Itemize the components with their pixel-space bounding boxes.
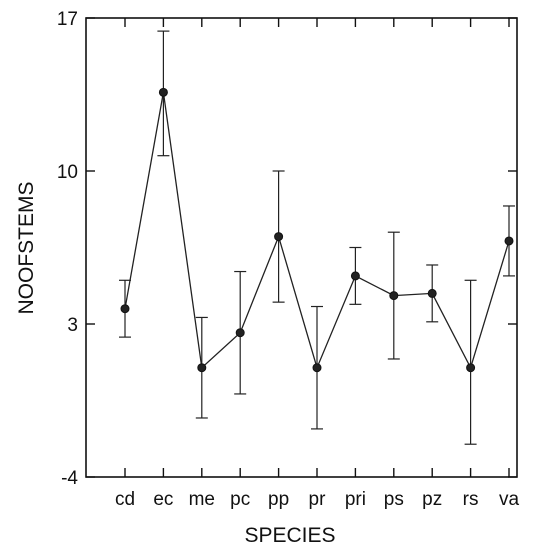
data-point [158, 87, 168, 97]
data-point [389, 291, 399, 301]
x-tick-label: pc [230, 489, 250, 510]
data-point [427, 288, 437, 298]
data-point [235, 328, 245, 338]
x-tick-label: ps [384, 489, 404, 510]
data-point [312, 363, 322, 373]
y-axis: -4 3 10 17 [57, 9, 517, 489]
x-axis-label: SPECIES [244, 524, 335, 547]
x-axis: cd ec me pc pp pr pri ps pz rs va [115, 18, 520, 510]
x-tick-label: me [189, 489, 215, 510]
data-point [504, 236, 514, 246]
error-bars [119, 30, 515, 445]
x-tick-label: va [499, 489, 520, 510]
x-tick-label: pp [268, 489, 289, 510]
data-point [120, 304, 130, 314]
x-tick-label: pri [345, 489, 366, 510]
x-tick-label: cd [115, 489, 135, 510]
x-tick-label: ec [153, 489, 173, 510]
y-tick-label: 10 [57, 162, 78, 183]
x-tick-label: pr [309, 489, 327, 510]
data-points [120, 87, 514, 373]
y-tick-label: 17 [57, 9, 78, 30]
y-tick-label: -4 [61, 468, 78, 489]
data-point [466, 363, 476, 373]
x-tick-label: rs [463, 489, 479, 510]
data-point [197, 363, 207, 373]
plot-frame [85, 17, 518, 478]
y-axis-label: NOOFSTEMS [15, 181, 38, 314]
data-point [350, 271, 360, 281]
data-point [274, 232, 284, 242]
y-tick-label: 3 [67, 315, 78, 336]
x-tick-label: pz [422, 489, 442, 510]
